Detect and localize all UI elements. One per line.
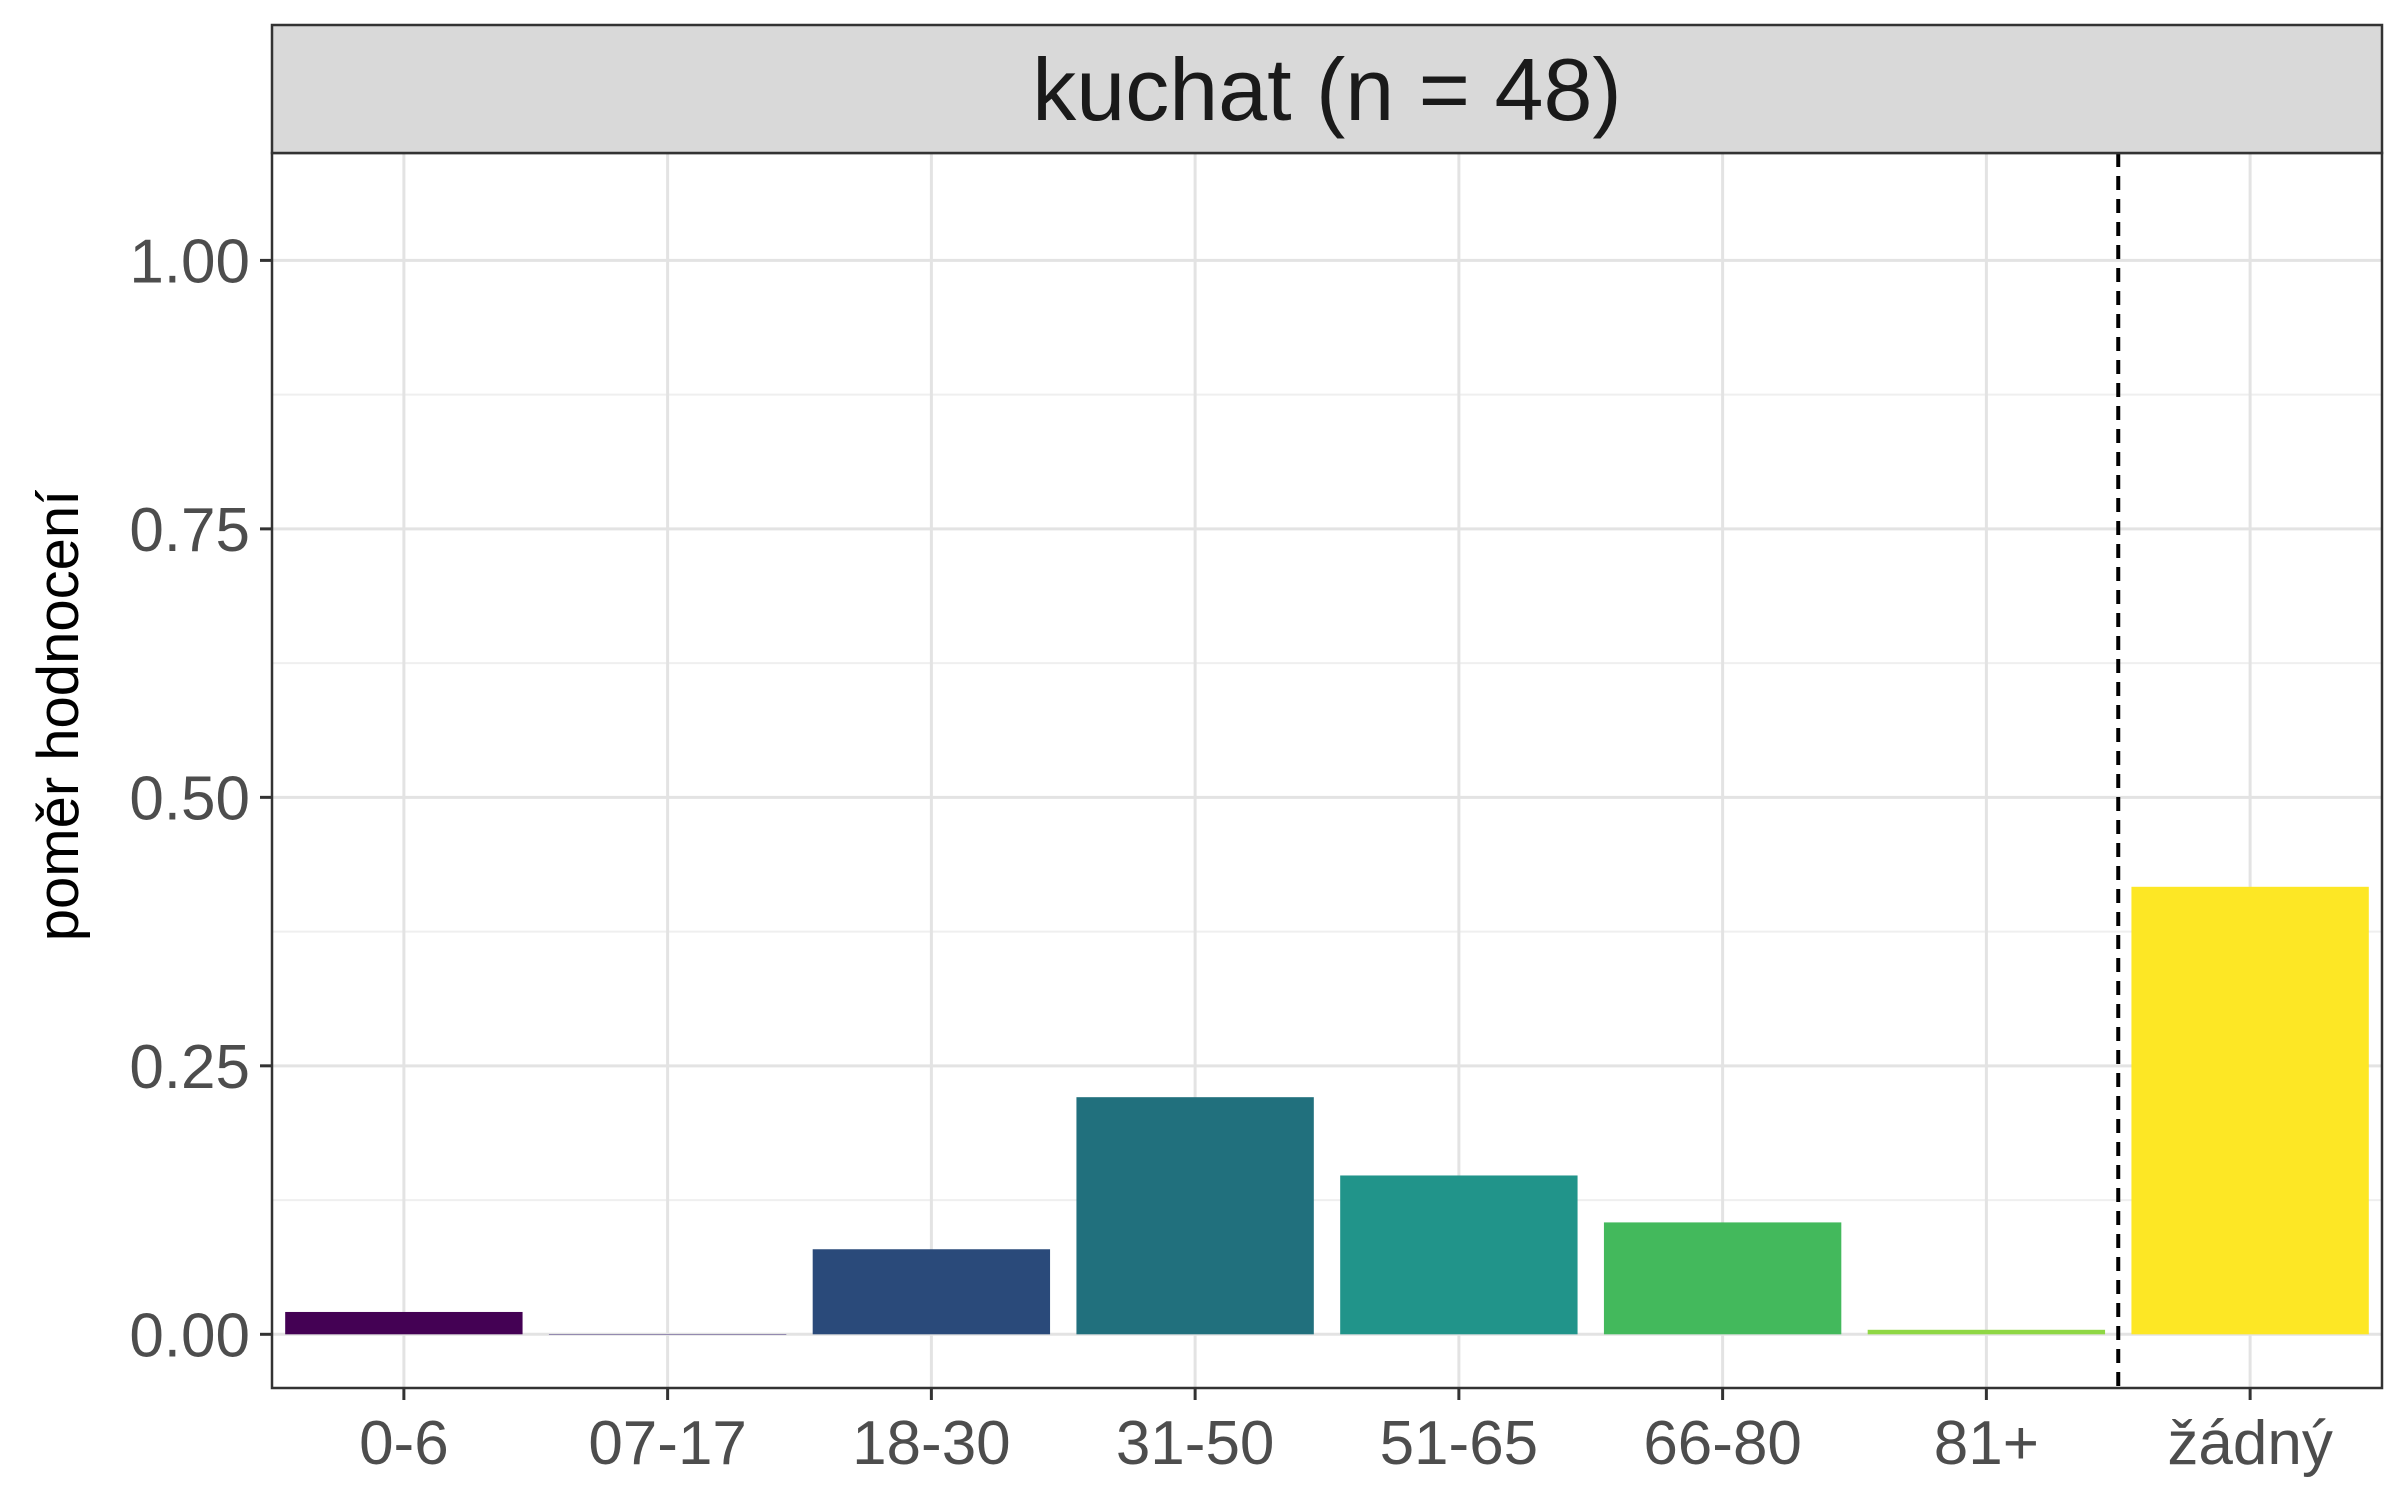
- x-tick-label: 81+: [1934, 1409, 2039, 1478]
- x-axis: 0-6 07-17 18-30 31-50 51-65 66-80 81+ žádný: [359, 1388, 2333, 1478]
- bar-18-30: [812, 1249, 1051, 1335]
- panel-border: [270, 151, 2384, 1390]
- x-tick-label: 0-6: [359, 1409, 449, 1478]
- x-tick-label: 66-80: [1643, 1409, 1802, 1478]
- x-tick-label: 51-65: [1380, 1409, 1539, 1478]
- y-axis-title: poměr hodnocení: [26, 490, 91, 941]
- grid-lines: [272, 153, 2382, 1388]
- facet-title: kuchat (n = 48): [1032, 40, 1621, 139]
- bar-31-50: [1076, 1097, 1314, 1335]
- y-tick-label: 0.00: [129, 1301, 250, 1370]
- y-tick-label: 1.00: [129, 227, 250, 296]
- bar-51-65: [1340, 1175, 1578, 1335]
- y-tick-label: 0.25: [129, 1033, 250, 1102]
- y-axis: 0.00 0.25 0.50 0.75 1.00: [129, 227, 272, 1370]
- y-tick-label: 0.50: [129, 764, 250, 833]
- bar-žádný: [2131, 886, 2369, 1335]
- x-tick-label: 18-30: [852, 1409, 1011, 1478]
- x-tick-label: 31-50: [1116, 1409, 1275, 1478]
- bar-66-80: [1603, 1222, 1842, 1335]
- x-tick-label: žádný: [2167, 1409, 2332, 1478]
- facet-strip: [270, 23, 2384, 155]
- x-tick-label: 07-17: [588, 1409, 747, 1478]
- bar-81+: [1867, 1329, 2106, 1335]
- bars: [285, 886, 2369, 1335]
- bar-07-17: [548, 1334, 787, 1335]
- bar-0-6: [285, 1311, 523, 1335]
- y-tick-label: 0.75: [129, 496, 250, 565]
